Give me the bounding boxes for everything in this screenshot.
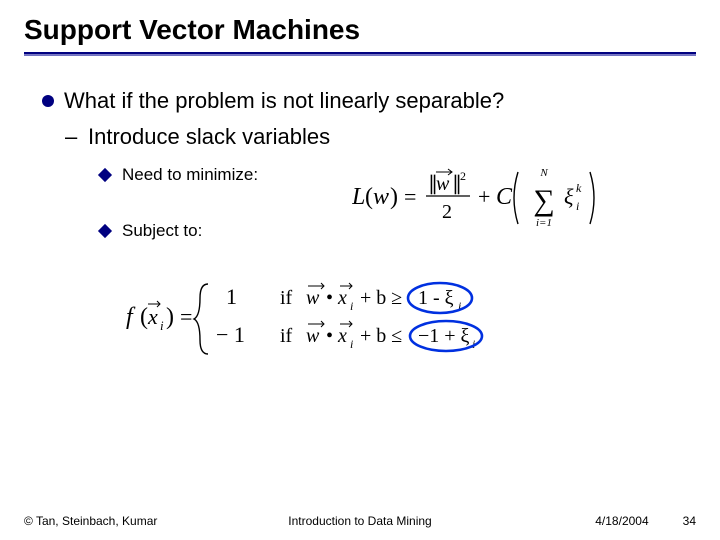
eq-row2-if: if	[280, 325, 293, 347]
eq-f: f	[126, 304, 136, 330]
svg-text:2: 2	[460, 169, 466, 183]
bullet-l3b-text: Subject to:	[122, 221, 202, 240]
eq-bigparen-right	[590, 172, 594, 224]
eq-xi-sup: k	[576, 181, 582, 195]
svg-text:•: •	[326, 287, 333, 309]
svg-text:w: w	[436, 173, 450, 195]
bullet-l3a-text: Need to minimize:	[122, 165, 258, 184]
eq-C: C	[496, 184, 513, 210]
eq-equals: =	[180, 304, 192, 329]
disc-icon	[42, 95, 54, 107]
slide-title: Support Vector Machines	[24, 14, 696, 46]
footer-left: © Tan, Steinbach, Kumar	[24, 514, 157, 528]
eq-xi: ξ	[564, 184, 574, 209]
svg-text:+ b ≤: + b ≤	[360, 325, 402, 347]
eq-x: x	[147, 304, 158, 329]
eq-sum-bottom: i=1	[536, 217, 552, 229]
bullet-level1: What if the problem is not linearly sepa…	[42, 86, 686, 116]
eq-xi-sub: i	[160, 318, 164, 333]
footer-page: 34	[683, 514, 696, 528]
diamond-icon	[98, 168, 112, 182]
eq-row1-if: if	[280, 287, 293, 309]
eq-lhs: L	[352, 184, 365, 210]
equation-constraint: f ( x i ) = 1 if w • x i + b ≥ 1 - ξ i	[126, 276, 566, 362]
eq-paren: (	[140, 304, 148, 330]
dash-icon: –	[65, 122, 77, 152]
eq-sigma: ∑	[533, 184, 554, 217]
equation-loss: L ( w ) = ∥ w ∥ 2 2 + C N ∑	[352, 166, 662, 230]
svg-text:−1 + ξ: −1 + ξ	[418, 325, 470, 347]
eq-equals: =	[404, 184, 416, 209]
footer: © Tan, Steinbach, Kumar Introduction to …	[24, 514, 696, 528]
svg-text:i: i	[350, 299, 353, 313]
eq-paren: )	[166, 304, 174, 330]
bullet-l2-text: Introduce slack variables	[88, 124, 330, 149]
svg-text:w: w	[306, 325, 320, 347]
footer-date: 4/18/2004	[595, 514, 648, 528]
svg-text:+ b ≥: + b ≥	[360, 287, 402, 309]
svg-text:2: 2	[442, 201, 452, 223]
eq-row1-val: 1	[226, 284, 237, 309]
bullet-level2: – Introduce slack variables	[42, 122, 686, 152]
svg-text:•: •	[326, 325, 333, 347]
svg-text:x: x	[337, 325, 347, 347]
eq-brace	[194, 284, 208, 354]
title-rule	[24, 52, 696, 56]
slide: Support Vector Machines What if the prob…	[0, 0, 720, 540]
svg-text:x: x	[337, 287, 347, 309]
eq-paren: (	[365, 184, 373, 210]
eq-xi-sub: i	[576, 199, 579, 213]
diamond-icon	[98, 224, 112, 238]
eq-row2-val: − 1	[216, 322, 245, 347]
svg-text:w: w	[306, 287, 320, 309]
eq-paren: )	[390, 184, 398, 210]
eq-fraction: ∥ w ∥ 2 2	[426, 169, 470, 223]
footer-center: Introduction to Data Mining	[288, 514, 431, 528]
eq-plus: +	[478, 184, 490, 209]
svg-text:i: i	[350, 337, 353, 351]
eq-bigparen-left	[514, 172, 518, 224]
eq-sum-top: N	[539, 167, 548, 179]
svg-text:1 - ξ: 1 - ξ	[418, 287, 454, 309]
bullet-l1-text: What if the problem is not linearly sepa…	[64, 88, 504, 113]
eq-w: w	[373, 184, 389, 210]
